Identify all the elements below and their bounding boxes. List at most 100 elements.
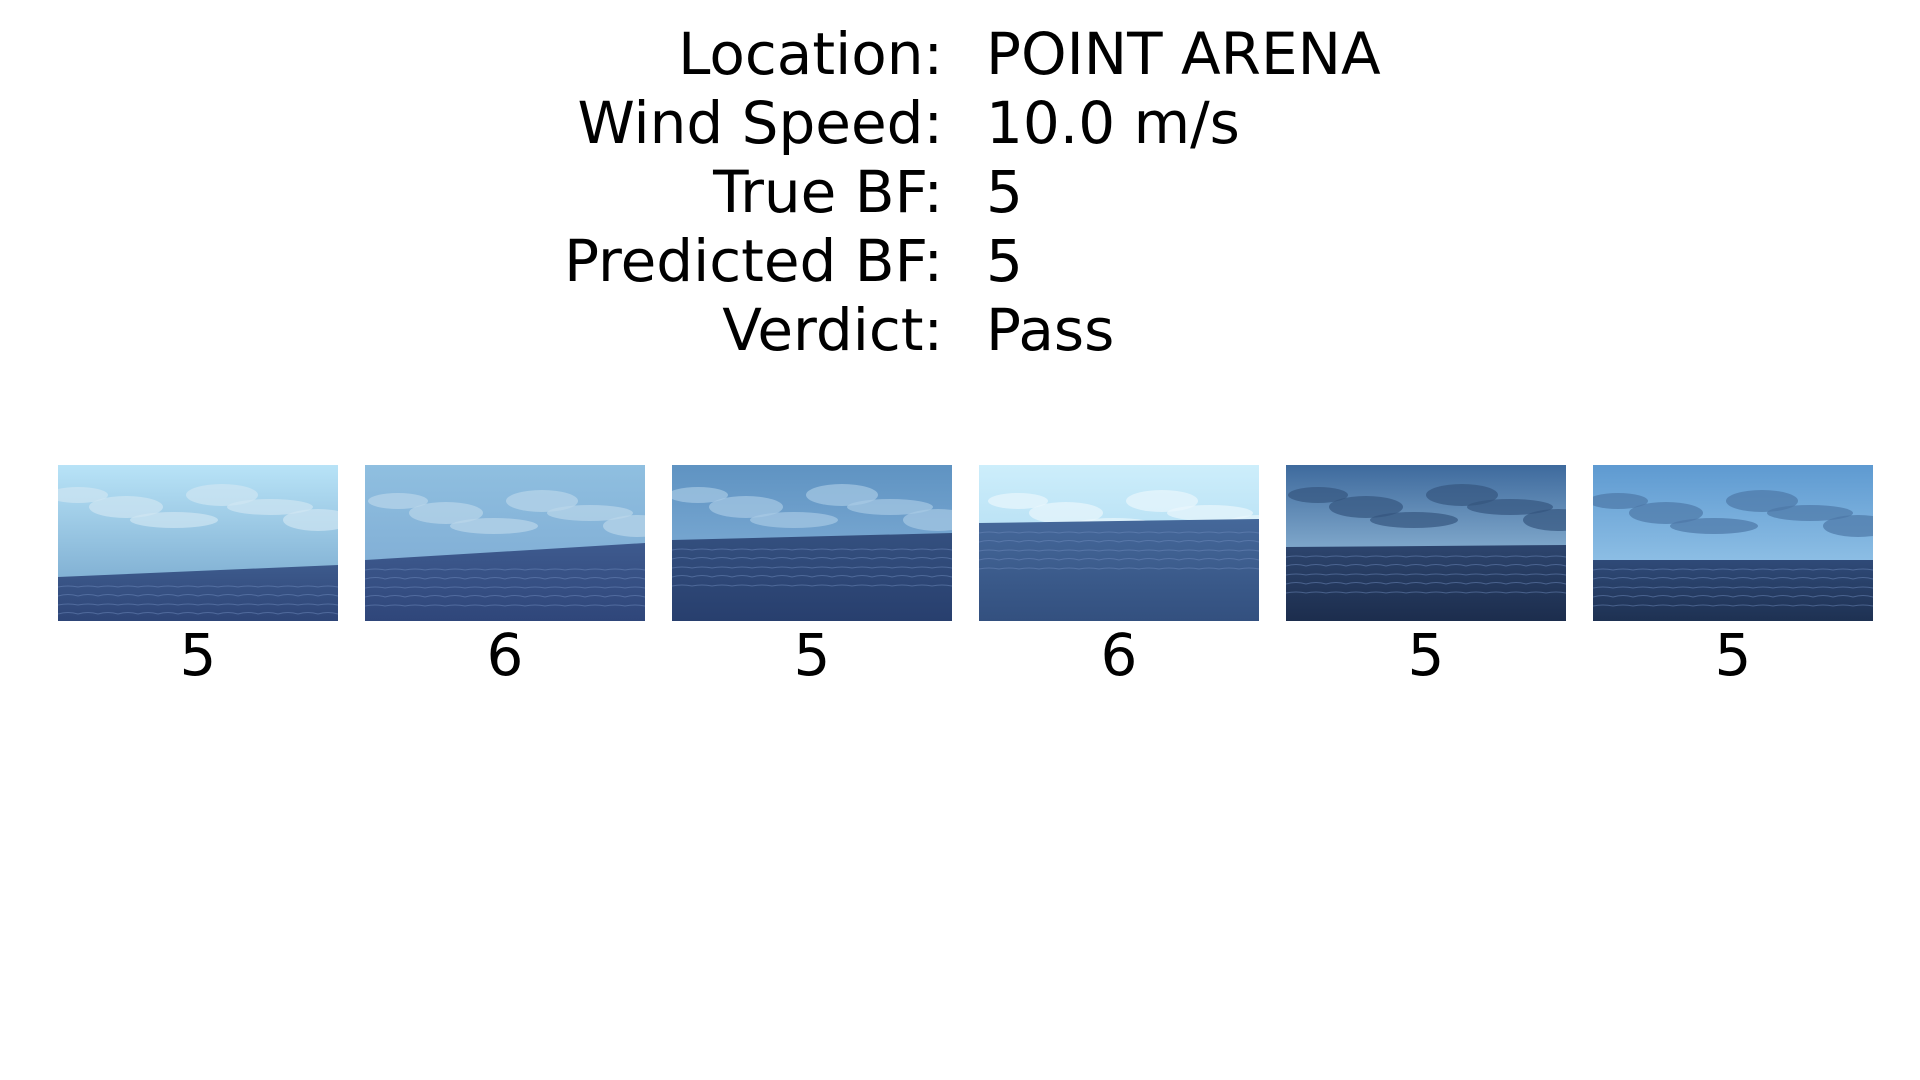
cloud-shape bbox=[1288, 487, 1348, 503]
sea-area bbox=[979, 519, 1259, 621]
cloud-shape bbox=[603, 515, 645, 537]
wave-line bbox=[365, 604, 645, 607]
cloud-shape bbox=[1370, 512, 1458, 528]
info-label: Verdict: bbox=[722, 296, 943, 364]
info-row: Verdict: Pass bbox=[0, 296, 1920, 365]
cloud-shape bbox=[506, 490, 578, 512]
cloud-shape bbox=[988, 493, 1048, 509]
info-value: Pass bbox=[986, 296, 1115, 364]
wave-line bbox=[672, 566, 952, 569]
image-strip: 5 6 5 6 5 5 bbox=[0, 465, 1920, 695]
ocean-photo bbox=[365, 465, 645, 621]
wave-line bbox=[672, 548, 952, 551]
cloud-shape bbox=[368, 493, 428, 509]
wave-line bbox=[979, 567, 1259, 570]
info-label: True BF: bbox=[713, 158, 943, 226]
wave-line bbox=[672, 557, 952, 560]
cloud-shape bbox=[806, 484, 878, 506]
cloud-shape bbox=[186, 484, 258, 506]
cloud-shape bbox=[227, 499, 313, 515]
sea-area bbox=[58, 565, 338, 621]
cloud-shape bbox=[89, 496, 163, 518]
cloud-shape bbox=[672, 487, 728, 503]
image-bf-label: 5 bbox=[179, 621, 217, 689]
cloud-shape bbox=[1726, 490, 1798, 512]
cloud-shape bbox=[1167, 505, 1253, 521]
wave-line bbox=[365, 595, 645, 598]
sea-area bbox=[1593, 560, 1873, 621]
cloud-shape bbox=[709, 496, 783, 518]
cloud-shape bbox=[1029, 502, 1103, 524]
image-bf-label: 5 bbox=[1407, 621, 1445, 689]
cloud-shape bbox=[1126, 490, 1198, 512]
info-value: 10.0 m/s bbox=[986, 89, 1240, 157]
wave-line bbox=[1593, 604, 1873, 607]
wave-line bbox=[1593, 595, 1873, 598]
ocean-image-tile: 5 bbox=[1593, 465, 1873, 689]
wave-line bbox=[672, 584, 952, 587]
wave-line bbox=[1286, 555, 1566, 558]
info-panel: Location: POINT ARENA Wind Speed: 10.0 m/s T… bbox=[0, 20, 1920, 365]
info-label: Location: bbox=[678, 20, 943, 88]
wave-line bbox=[1593, 577, 1873, 580]
cloud-shape bbox=[283, 509, 338, 531]
cloud-shape bbox=[1593, 493, 1648, 509]
wave-line bbox=[1593, 586, 1873, 589]
info-row: Predicted BF: 5 bbox=[0, 227, 1920, 296]
wave-line bbox=[979, 549, 1259, 552]
cloud-shape bbox=[1670, 518, 1758, 534]
cloud-shape bbox=[58, 487, 108, 503]
ocean-photo bbox=[979, 465, 1259, 621]
cloud-shape bbox=[1329, 496, 1403, 518]
ocean-image-tile: 5 bbox=[58, 465, 338, 689]
wave-line bbox=[58, 585, 338, 588]
info-label: Predicted BF: bbox=[564, 227, 943, 295]
wave-line bbox=[1286, 564, 1566, 567]
info-row: Location: POINT ARENA bbox=[0, 20, 1920, 89]
image-bf-label: 6 bbox=[1100, 621, 1138, 689]
cloud-shape bbox=[847, 499, 933, 515]
cloud-shape bbox=[1823, 515, 1873, 537]
cloud-shape bbox=[1426, 484, 1498, 506]
info-value: POINT ARENA bbox=[986, 20, 1381, 88]
cloud-shape bbox=[130, 512, 218, 528]
cloud-shape bbox=[547, 505, 633, 521]
ocean-image-tile: 6 bbox=[979, 465, 1259, 689]
wave-line bbox=[1286, 591, 1566, 594]
wave-line bbox=[979, 558, 1259, 561]
ocean-photo bbox=[1593, 465, 1873, 621]
cloud-shape bbox=[1523, 509, 1566, 531]
wave-line bbox=[365, 568, 645, 571]
wave-line bbox=[58, 612, 338, 615]
ocean-photo bbox=[672, 465, 952, 621]
wave-line bbox=[672, 575, 952, 578]
wave-line bbox=[979, 540, 1259, 543]
wave-line bbox=[365, 577, 645, 580]
info-value: 5 bbox=[986, 158, 1023, 226]
wave-line bbox=[365, 586, 645, 589]
sea-area bbox=[365, 543, 645, 621]
cloud-shape bbox=[1629, 502, 1703, 524]
cloud-shape bbox=[903, 509, 952, 531]
info-row: Wind Speed: 10.0 m/s bbox=[0, 89, 1920, 158]
ocean-image-tile: 6 bbox=[365, 465, 645, 689]
wave-line bbox=[58, 603, 338, 606]
image-bf-label: 5 bbox=[1714, 621, 1752, 689]
image-bf-label: 6 bbox=[486, 621, 524, 689]
cloud-shape bbox=[409, 502, 483, 524]
wave-line bbox=[1593, 568, 1873, 571]
cloud-shape bbox=[750, 512, 838, 528]
cloud-shape bbox=[1467, 499, 1553, 515]
ocean-photo bbox=[58, 465, 338, 621]
wave-line bbox=[58, 594, 338, 597]
cloud-shape bbox=[1767, 505, 1853, 521]
ocean-image-tile: 5 bbox=[672, 465, 952, 689]
wave-line bbox=[1286, 582, 1566, 585]
info-row: True BF: 5 bbox=[0, 158, 1920, 227]
info-label: Wind Speed: bbox=[577, 89, 943, 157]
wave-line bbox=[979, 531, 1259, 534]
ocean-image-tile: 5 bbox=[1286, 465, 1566, 689]
wave-line bbox=[1286, 573, 1566, 576]
cloud-shape bbox=[450, 518, 538, 534]
info-value: 5 bbox=[986, 227, 1023, 295]
